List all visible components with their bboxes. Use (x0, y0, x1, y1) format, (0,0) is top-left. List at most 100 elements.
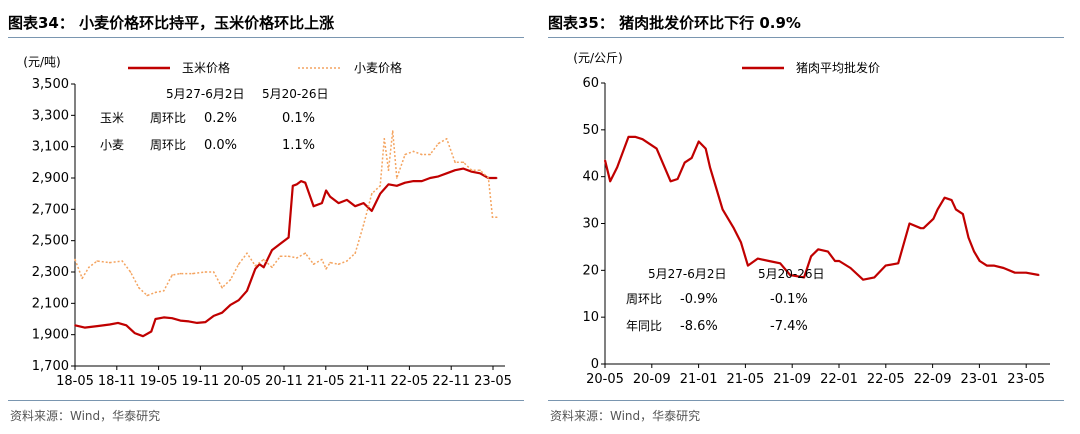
data-point-0 (908, 222, 911, 225)
data-point-0 (733, 227, 735, 229)
data-point-1 (146, 294, 148, 297)
data-point-1 (179, 272, 182, 275)
data-point-0 (117, 322, 119, 324)
plot-area: 1,700 1,900 2,100 2,300 2,500 2,700 2,900 3,100… (32, 77, 512, 389)
data-point-0 (709, 166, 711, 169)
data-point-0 (919, 227, 922, 229)
x-tick-label: 23-01 (961, 372, 999, 387)
x-tick-label: 19-11 (182, 374, 220, 389)
data-point-0 (292, 185, 294, 187)
data-point-1 (321, 258, 323, 261)
source-note: 资料来源：Wind，华泰研究 (550, 409, 701, 423)
stats-table: 5月27-6月2日 5月20-26日 周环比 -0.9% -0.1% 年同比 -… (626, 267, 825, 334)
data-point-0 (429, 177, 431, 179)
source-note: 资料来源：Wind，华泰研究 (10, 409, 161, 423)
y-tick-label: 3,500 (32, 77, 69, 92)
row-value-wow-1: -0.9% (680, 292, 718, 307)
data-point-0 (379, 192, 382, 195)
data-point-0 (740, 241, 742, 243)
data-point-0 (1002, 267, 1005, 269)
row-metric-yoy: 年同比 (626, 319, 662, 333)
data-point-0 (978, 260, 981, 262)
data-point-0 (171, 317, 173, 320)
data-point-0 (714, 185, 717, 187)
data-point-0 (932, 218, 935, 220)
x-tick-label: 20-11 (265, 374, 303, 389)
data-point-0 (697, 140, 700, 143)
data-point-1 (254, 264, 257, 267)
plot-area: 0 10 20 30 40 50 60 20-05 20-09 21-01 21-05 21-09 22… (582, 76, 1050, 387)
row-value-wow-2: -0.1% (770, 292, 808, 307)
data-point-0 (897, 262, 899, 265)
row-value-yoy-1: -8.6% (680, 319, 718, 334)
data-point-0 (454, 169, 456, 171)
data-point-1 (138, 286, 140, 289)
data-point-0 (962, 213, 964, 215)
data-point-0 (396, 185, 398, 187)
data-point-0 (789, 274, 791, 276)
data-point-0 (154, 318, 157, 320)
y-tick-label: 2,100 (32, 296, 69, 311)
row-name-corn: 玉米 (100, 111, 124, 125)
data-point-0 (221, 311, 223, 314)
data-point-1 (129, 271, 132, 273)
data-point-0 (827, 250, 829, 253)
data-point-1 (404, 153, 406, 156)
data-point-1 (108, 261, 111, 264)
data-point-0 (779, 262, 781, 265)
data-point-0 (1025, 271, 1027, 274)
row-value-corn-1: 0.2% (204, 111, 237, 126)
data-point-1 (437, 142, 440, 145)
x-tick-label: 20-05 (223, 374, 261, 389)
pork-price-chart: 0 10 20 30 40 50 60 20-05 20-09 21-01 21-05 21-09 22… (573, 51, 1050, 387)
series-line-0 (74, 167, 497, 338)
y-unit-label: (元/公斤) (573, 51, 622, 65)
data-point-1 (391, 130, 394, 132)
data-point-0 (362, 202, 365, 204)
data-point-0 (325, 189, 327, 192)
data-point-0 (437, 175, 440, 178)
x-tick-label: 21-05 (727, 372, 765, 387)
x-tick-label: 21-09 (773, 372, 811, 387)
data-point-1 (221, 286, 223, 289)
x-tick-label: 23-05 (474, 374, 512, 389)
y-tick-label: 1,900 (32, 328, 69, 343)
data-point-0 (229, 304, 232, 306)
x-tick-label: 20-05 (586, 372, 624, 387)
data-point-0 (470, 170, 473, 173)
legend-label-wheat: 小麦价格 (354, 60, 402, 75)
table-header-week1: 5月27-6月2日 (648, 267, 727, 281)
data-point-0 (445, 172, 448, 175)
data-point-0 (936, 208, 939, 211)
legend-label-corn: 玉米价格 (182, 60, 230, 75)
data-point-0 (986, 264, 988, 267)
data-point-0 (462, 167, 465, 170)
data-point-0 (254, 268, 257, 270)
data-point-0 (873, 276, 876, 279)
data-point-1 (312, 263, 315, 266)
data-point-0 (74, 324, 76, 327)
data-point-0 (810, 255, 812, 258)
legend: 玉米价格 小麦价格 (128, 60, 402, 75)
data-point-1 (246, 252, 248, 254)
y-tick-label: 40 (582, 170, 599, 185)
data-point-0 (237, 299, 240, 302)
data-point-0 (150, 330, 153, 333)
data-point-0 (404, 181, 406, 184)
data-point-0 (690, 157, 693, 159)
data-point-1 (296, 257, 298, 259)
data-point-0 (271, 249, 273, 251)
data-point-0 (604, 159, 606, 162)
data-point-0 (421, 180, 423, 182)
data-point-0 (747, 264, 749, 267)
data-point-0 (321, 202, 323, 204)
data-point-1 (371, 192, 373, 195)
data-point-0 (1038, 274, 1040, 276)
data-point-1 (479, 169, 481, 171)
x-tick-label: 21-01 (680, 372, 718, 387)
data-point-0 (817, 248, 819, 251)
row-metric-wheat: 周环比 (150, 138, 186, 152)
data-point-0 (188, 320, 190, 323)
x-tick-label: 22-09 (914, 372, 952, 387)
data-point-0 (862, 278, 864, 281)
